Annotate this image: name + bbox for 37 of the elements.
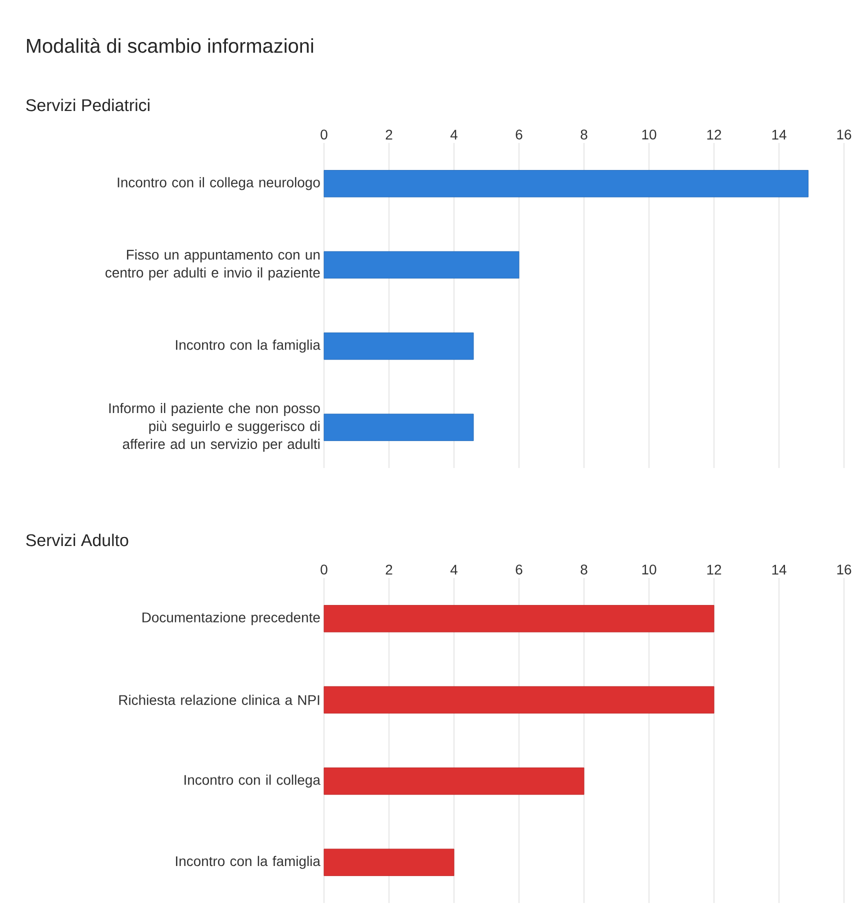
- y-tick-label: Incontro con il collega neurologo: [118, 177, 320, 190]
- x-tick-label: 14: [772, 564, 786, 574]
- x-tick-label: 4: [450, 130, 458, 140]
- y-tick-label: Documentazione precedente: [142, 612, 320, 626]
- bar: [324, 848, 454, 876]
- x-tick-label: 0: [320, 130, 328, 140]
- y-tick-label: Fisso un appuntamento con un centro per adulti e invio il paziente: [106, 249, 320, 280]
- bar: [324, 332, 474, 360]
- x-tick-label: 16: [837, 564, 852, 574]
- chart-title: Modalità di scambio informazioni: [27, 38, 314, 53]
- x-tick-label: 6: [516, 564, 522, 574]
- x-tick-label: 0: [320, 564, 328, 574]
- y-tick-label: Incontro con la famiglia: [176, 856, 320, 869]
- x-tick-label: 14: [772, 130, 786, 140]
- x-tick-label: 8: [580, 564, 588, 574]
- x-tick-label: 4: [450, 564, 458, 574]
- y-tick-label: Incontro con il collega: [184, 774, 320, 788]
- y-tick-label: Informo il paziente che non posso più seguirlo e suggerisco di afferire ad un servizio per adulti: [109, 402, 320, 452]
- text: Servizi Adulto: [26, 534, 128, 546]
- x-tick-label: 6: [516, 130, 522, 140]
- bar: [324, 604, 714, 632]
- x-tick-label: 10: [642, 564, 656, 574]
- bar: [324, 686, 714, 714]
- y-tick-label: Richiesta relazione clinica a NPI: [119, 694, 320, 706]
- x-tick-label: 2: [386, 130, 392, 140]
- x-tick-label: 16: [837, 130, 852, 140]
- bar: [324, 767, 584, 795]
- x-tick-label: 8: [580, 130, 588, 140]
- text: Servizi Pediatrici: [26, 98, 150, 112]
- x-tick-label: 12: [707, 130, 722, 140]
- x-tick-label: 10: [642, 130, 656, 140]
- x-tick-label: 12: [707, 564, 722, 574]
- bar: [324, 170, 809, 198]
- bar: [324, 414, 474, 442]
- y-tick-label: Incontro con la famiglia: [176, 340, 320, 353]
- x-tick-label: 2: [386, 564, 392, 574]
- bar: [324, 251, 520, 279]
